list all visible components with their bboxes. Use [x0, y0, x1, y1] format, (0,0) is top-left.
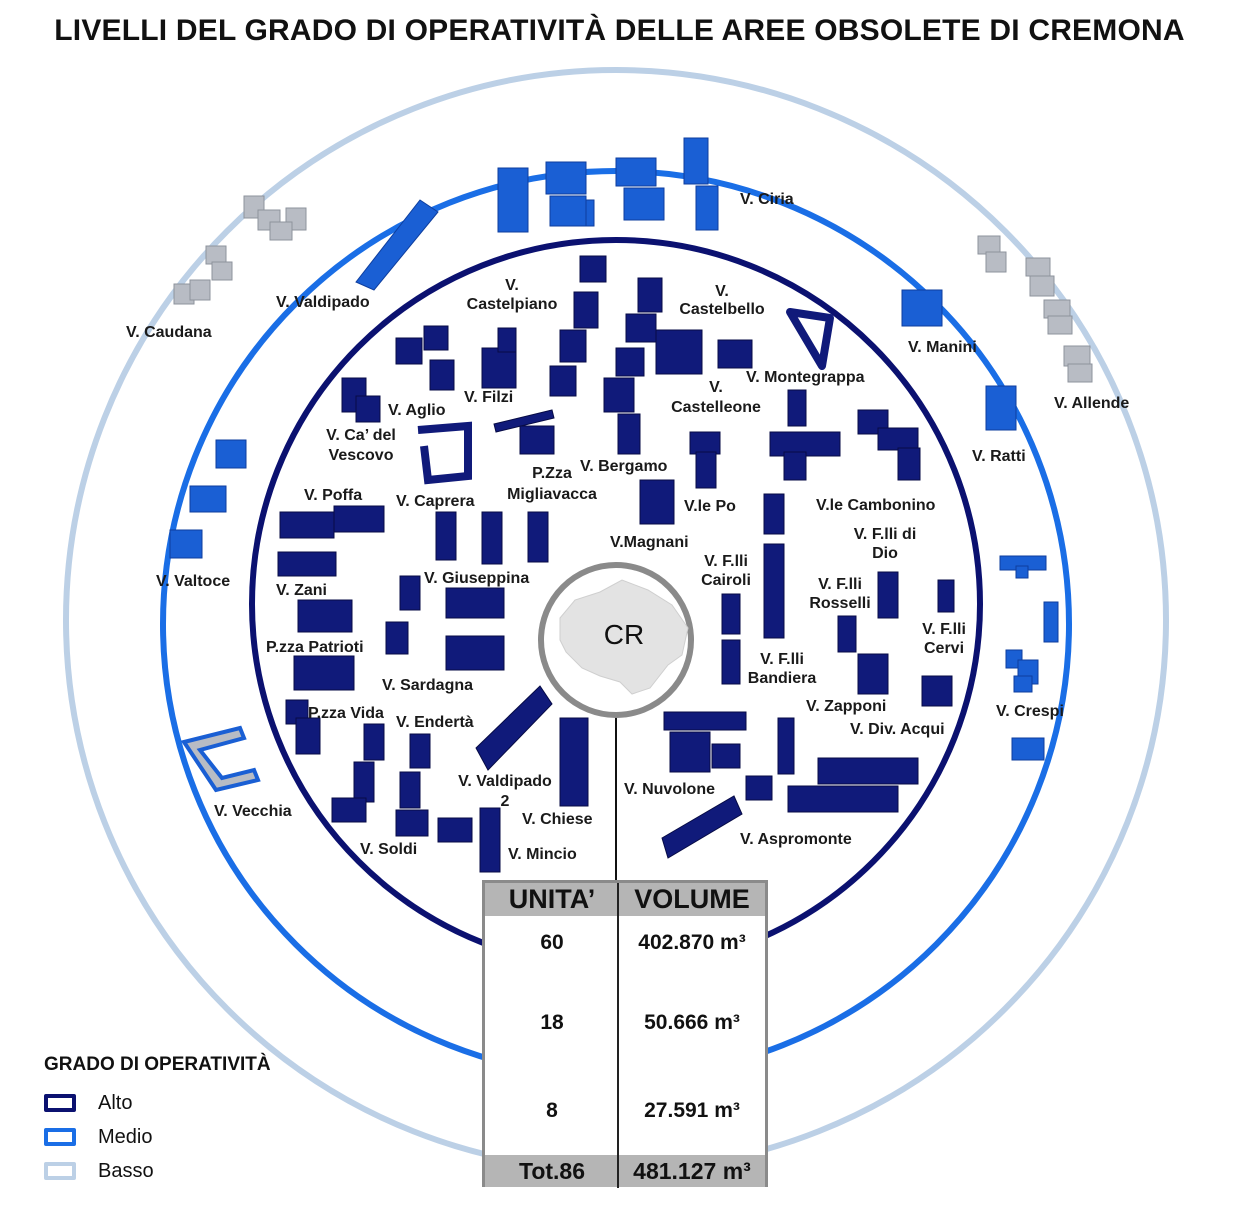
- label-v-aspromonte: V. Aspromonte: [740, 831, 852, 848]
- building-v-vecchia: [180, 725, 261, 793]
- label-v-le-cambonino: V.le Cambonino: [816, 497, 936, 514]
- label-v-f-lli-bandiera: V. F.lli Bandiera: [748, 651, 817, 687]
- legend-item-alto: Alto: [44, 1086, 271, 1120]
- label-v-aglio: V. Aglio: [388, 402, 446, 419]
- legend-item-medio: Medio: [44, 1120, 271, 1154]
- cell-volume: 50.666 m³: [644, 1011, 740, 1034]
- cell-unita: 18: [540, 1011, 564, 1034]
- legend-swatch-basso: [44, 1162, 76, 1180]
- center-label: CR: [604, 619, 644, 650]
- legend-swatch-alto: [44, 1094, 76, 1112]
- label-v-montegrappa: V. Montegrappa: [746, 369, 865, 386]
- label-v-castelpiano: V. Castelpiano: [467, 277, 558, 313]
- building-v-caprera: [417, 421, 472, 485]
- legend-swatch-medio: [44, 1128, 76, 1146]
- label-v-castelleone: V. Castelleone: [671, 379, 761, 416]
- label-v-castelbello: V. Castelbello: [679, 283, 765, 318]
- label-v-zapponi: V. Zapponi: [806, 698, 886, 715]
- table-row: 18 50.666 m³: [485, 1011, 765, 1035]
- label-v-chiese: V. Chiese: [522, 811, 593, 828]
- label-v-poffa: V. Poffa: [304, 487, 362, 504]
- cell-volume: 402.870 m³: [638, 931, 746, 954]
- table-header-row: UNITA’ VOLUME: [485, 883, 765, 916]
- legend-label: Alto: [98, 1091, 133, 1114]
- label-v-f-lli-di-dio: V. F.lli di Dio: [854, 526, 917, 562]
- buildings-basso: [173, 195, 1093, 383]
- legend: GRADO DI OPERATIVITÀ Alto Medio Basso: [44, 1054, 271, 1188]
- label-v-soldi: V. Soldi: [360, 841, 417, 858]
- label-v-nuvolone: V. Nuvolone: [624, 781, 715, 798]
- label-v-enderta: V. Endertà: [396, 714, 474, 731]
- building-v-montegrappa: [786, 308, 834, 370]
- cremona-city-shape: [559, 579, 689, 695]
- total-volume: 481.127 m³: [633, 1158, 751, 1184]
- header-unita: UNITA’: [508, 884, 596, 914]
- total-unita: Tot.86: [518, 1158, 586, 1184]
- label-v-bergamo: V. Bergamo: [580, 458, 668, 475]
- label-v-zani: V. Zani: [276, 582, 327, 599]
- header-volume: VOLUME: [634, 884, 750, 914]
- label-v-magnani: V.Magnani: [610, 534, 689, 551]
- legend-label: Medio: [98, 1125, 153, 1148]
- legend-label: Basso: [98, 1159, 154, 1182]
- label-v-caudana: V. Caudana: [126, 324, 212, 341]
- cell-volume: 27.591 m³: [644, 1099, 740, 1122]
- label-v-manini: V. Manini: [908, 339, 977, 356]
- cell-unita: 8: [546, 1099, 558, 1122]
- table-row: 60 402.870 m³: [485, 931, 765, 955]
- label-v-ca-del-vescovo: V. Ca’ del Vescovo: [326, 427, 396, 464]
- legend-title: GRADO DI OPERATIVITÀ: [44, 1054, 271, 1075]
- table-row: 8 27.591 m³: [485, 1099, 765, 1123]
- table-divider: [617, 883, 619, 1188]
- label-v-vecchia: V. Vecchia: [214, 803, 292, 820]
- label-v-valdipado-2: V. Valdipado 2: [458, 773, 552, 810]
- label-p-zza-vida: P.zza Vida: [308, 705, 384, 722]
- label-v-allende: V. Allende: [1054, 395, 1129, 412]
- label-p-zza-migliavacca: P.Zza Migliavacca: [507, 465, 597, 503]
- label-v-div-acqui: V. Div. Acqui: [850, 721, 945, 738]
- label-v-mincio: V. Mincio: [508, 846, 577, 863]
- legend-item-basso: Basso: [44, 1154, 271, 1188]
- label-v-le-po: V.le Po: [684, 498, 736, 515]
- summary-table: UNITA’ VOLUME 60 402.870 m³ 18 50.666 m³…: [482, 880, 768, 1188]
- area-labels: V. Ciria V. Valdipado V. Caudana V. Caste…: [126, 191, 1129, 863]
- label-v-f-lli-rosselli: V. F.lli Rosselli: [809, 576, 870, 612]
- label-v-caprera: V. Caprera: [396, 493, 475, 510]
- page-title: LIVELLI DEL GRADO DI OPERATIVITÀ DELLE A…: [54, 14, 1185, 47]
- label-v-valdipado: V. Valdipado: [276, 294, 370, 311]
- label-v-f-lli-cervi: V. F.lli Cervi: [922, 621, 966, 657]
- label-v-sardagna: V. Sardagna: [382, 677, 473, 694]
- label-v-f-lli-cairoli: V. F.lli Cairoli: [701, 553, 751, 589]
- table-total-row: Tot.86 481.127 m³: [485, 1155, 765, 1187]
- buildings-medio: [169, 137, 1059, 761]
- label-v-giuseppina: V. Giuseppina: [424, 570, 529, 587]
- label-v-ciria: V. Ciria: [740, 191, 794, 208]
- buildings-alto: [277, 255, 955, 873]
- label-v-crespi: V. Crespi: [996, 703, 1064, 720]
- label-v-filzi: V. Filzi: [464, 389, 513, 406]
- cell-unita: 60: [540, 931, 564, 954]
- label-v-valtoce: V. Valtoce: [156, 573, 230, 590]
- label-v-ratti: V. Ratti: [972, 448, 1026, 465]
- label-p-zza-patrioti: P.zza Patrioti: [266, 639, 364, 656]
